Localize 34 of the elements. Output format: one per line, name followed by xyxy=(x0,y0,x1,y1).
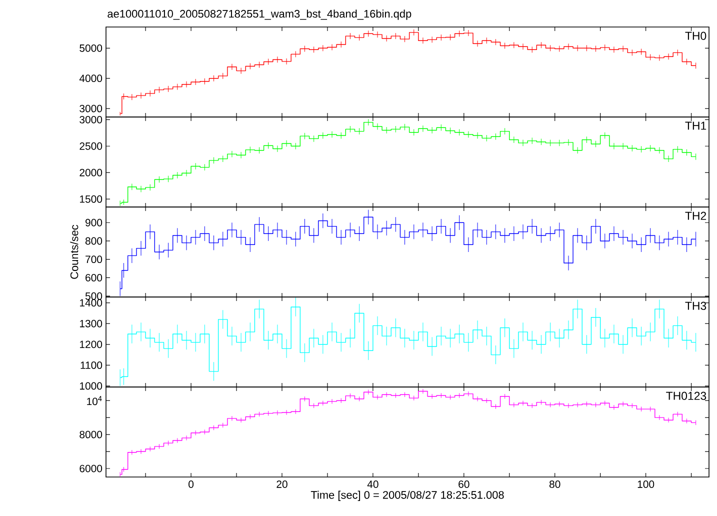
y-tick-label: 5000 xyxy=(80,44,102,52)
x-tick-label: 60 xyxy=(458,480,470,488)
y-tick-label: 1100 xyxy=(80,361,102,369)
y-axis-title: Counts/sec xyxy=(70,224,78,279)
y-tick-label: 800 xyxy=(85,237,102,245)
x-tick-label: 80 xyxy=(549,480,560,488)
y-tick-label: 600 xyxy=(86,274,102,282)
y-tick-label: 8000 xyxy=(80,430,102,438)
x-tick-label: 0 xyxy=(188,480,194,488)
y-tick-label: 3000 xyxy=(80,104,102,112)
y-tick-label: 700 xyxy=(86,256,102,264)
x-tick-label: 100 xyxy=(638,480,654,488)
series-label: TH3 xyxy=(685,302,706,310)
y-tick-label: 500 xyxy=(85,292,102,300)
y-tick-label: 3000 xyxy=(80,116,102,124)
y-tick-label: 6000 xyxy=(80,464,102,472)
y-tick-label: 900 xyxy=(86,218,102,226)
series-label: TH0123 xyxy=(666,392,706,400)
y-tick-label: 1000 xyxy=(80,382,102,390)
y-tick-label: 1400 xyxy=(80,299,102,307)
y-tick-label: 10$^{4}$ xyxy=(87,396,102,406)
series-label: TH1 xyxy=(685,122,706,130)
series-label: TH2 xyxy=(685,212,706,220)
chart-title: ae100011010_20050827182551_wam3_bst_4band_16bin.qdp xyxy=(108,10,412,20)
y-tick-label: 2500 xyxy=(80,142,102,150)
y-tick-label: 2000 xyxy=(80,168,102,176)
x-tick-label: 40 xyxy=(367,480,378,488)
y-tick-label: 4000 xyxy=(79,74,102,82)
x-axis-title: Time [sec] 0 = 2005/08/27 18:25:51.008 xyxy=(310,490,504,501)
y-tick-label: 1200 xyxy=(80,340,102,348)
x-tick-label: 20 xyxy=(276,480,288,488)
y-tick-label: 1300 xyxy=(80,320,102,328)
y-tick-label: 1500 xyxy=(80,195,102,203)
series-label: TH0 xyxy=(685,32,706,40)
